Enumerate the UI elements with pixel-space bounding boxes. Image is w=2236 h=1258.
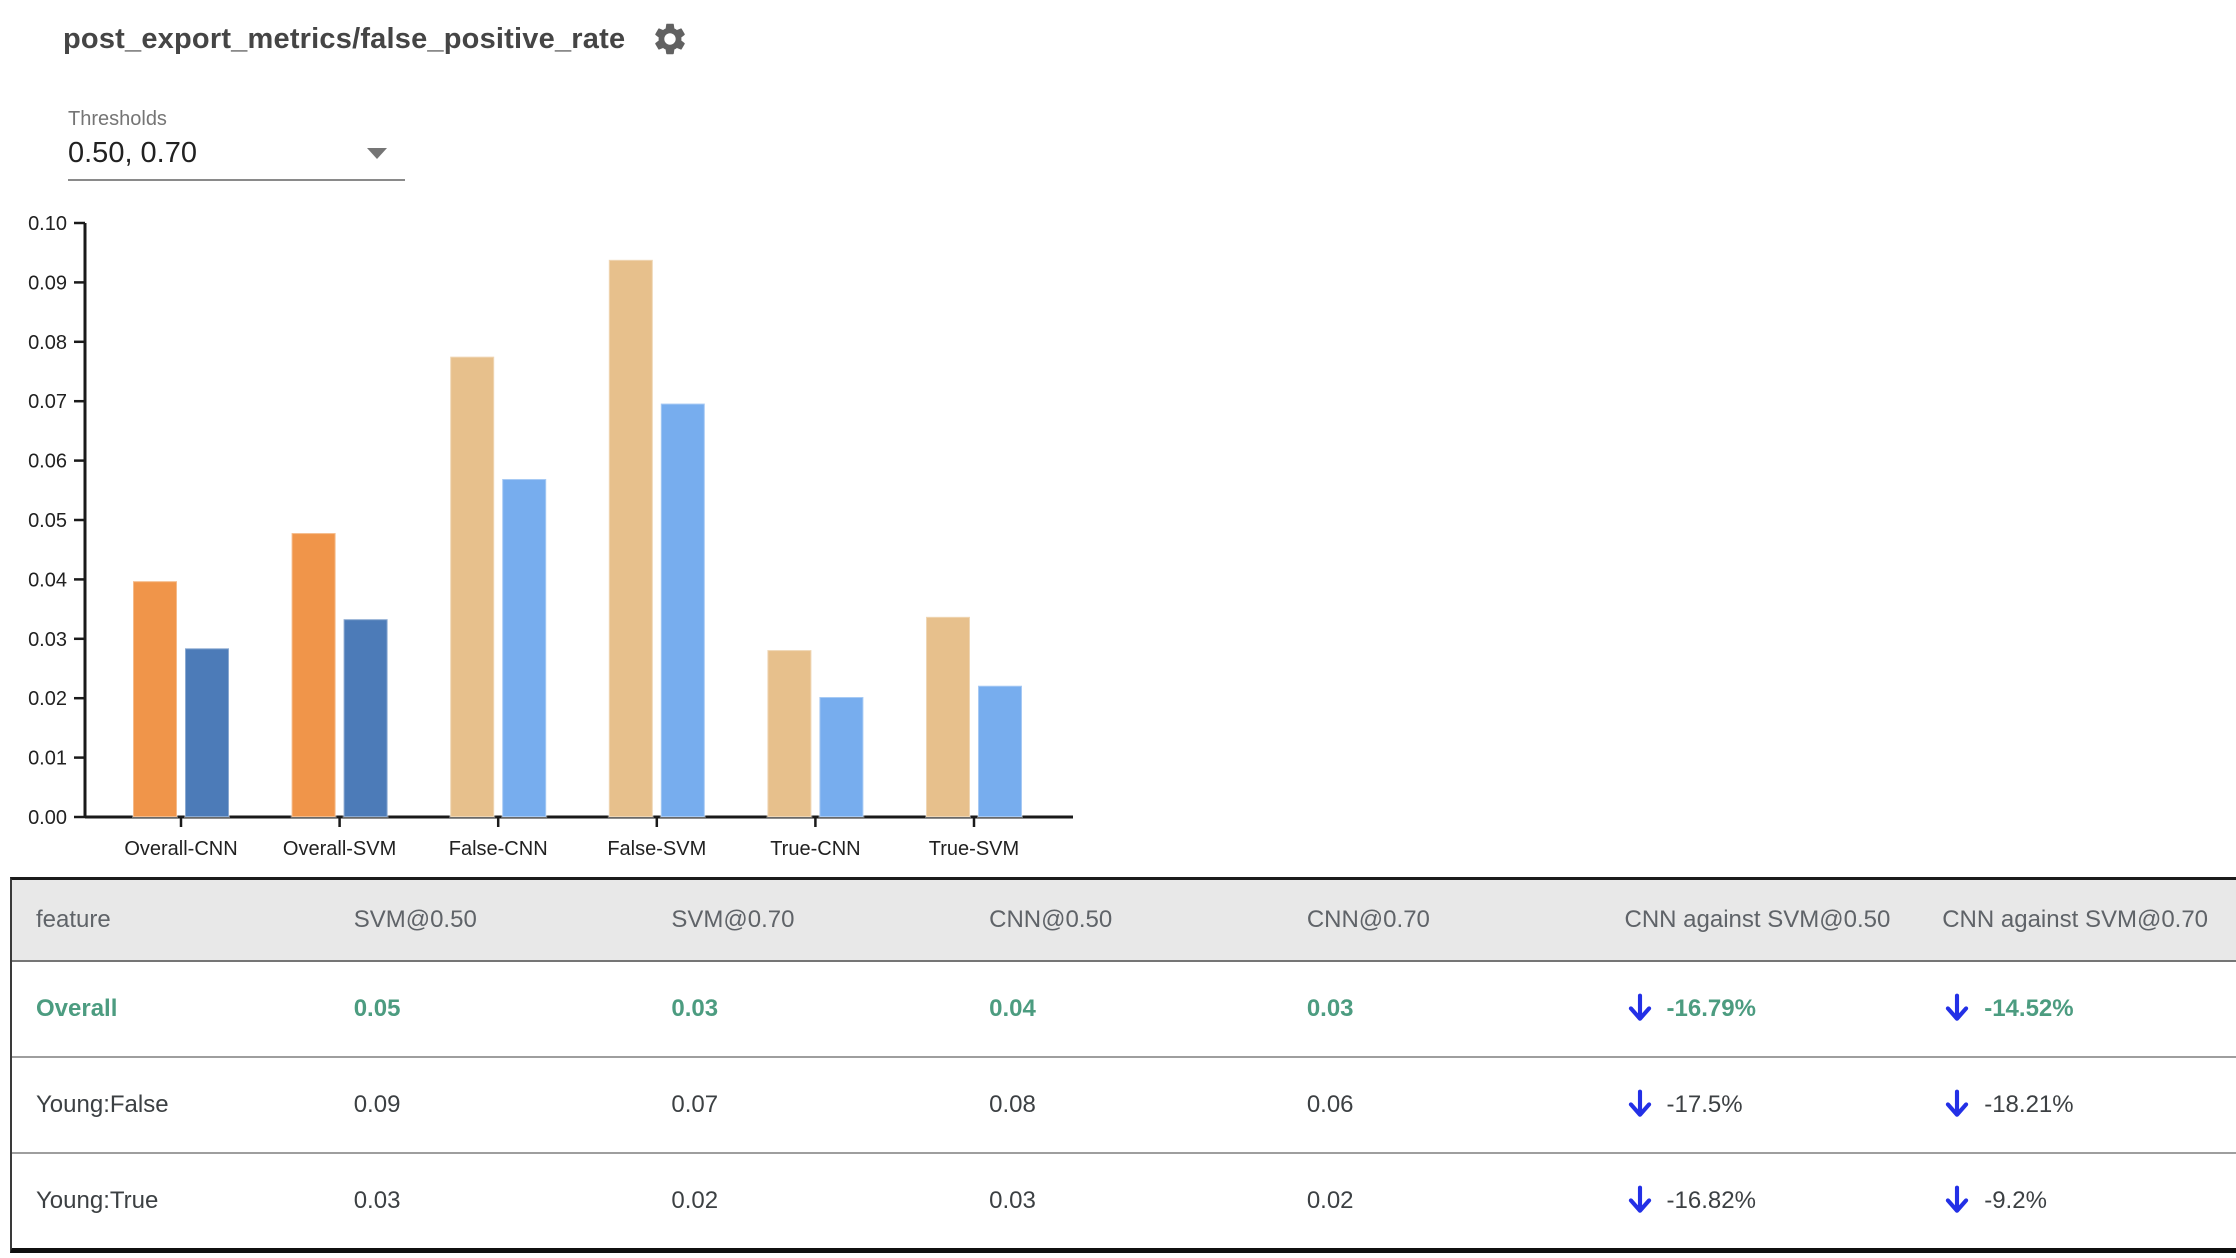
y-axis-tick-label: 0.03 (28, 629, 67, 651)
table-row-overall[interactable]: Overall 0.05 0.03 0.04 0.03 -16.79% -14.… (12, 962, 2236, 1058)
delta-cell: -14.52% (1918, 992, 2236, 1026)
y-axis-tick-label: 0.10 (28, 213, 67, 235)
feature-cell: Overall (36, 995, 118, 1022)
table-row-young-false[interactable]: Young:False 0.09 0.07 0.08 0.06 -17.5% -… (12, 1058, 2236, 1154)
bar-overall-svm-t70[interactable] (342, 618, 389, 818)
gear-icon (651, 20, 689, 58)
delta-cell: -9.2% (1918, 1184, 2236, 1218)
bar-false-cnn-t50[interactable] (449, 355, 496, 818)
bar-overall-cnn-t50[interactable] (132, 580, 178, 818)
delta-value: -16.79% (1666, 995, 1756, 1022)
arrow-down-icon (1942, 1088, 1972, 1122)
delta-value: -16.82% (1666, 1187, 1756, 1214)
delta-cell: -16.79% (1601, 992, 1919, 1026)
x-axis-label: True-SVM (929, 838, 1019, 860)
x-axis-label: False-SVM (607, 838, 706, 860)
x-axis-label: False-CNN (449, 838, 548, 860)
y-axis-tick-label: 0.08 (28, 332, 67, 354)
settings-button[interactable] (651, 20, 689, 58)
y-axis-tick-label: 0.05 (28, 510, 67, 532)
column-header-cnn-050: CNN@0.50 (989, 906, 1113, 933)
bar-true-cnn-t50[interactable] (766, 649, 813, 818)
y-axis-tick-label: 0.06 (28, 451, 67, 473)
column-header-cnn-against-svm-050: CNN against SVM@0.50 (1624, 906, 1891, 933)
thresholds-value: 0.50, 0.70 (68, 137, 197, 169)
bar-true-svm-t70[interactable] (977, 684, 1023, 819)
delta-value: -18.21% (1984, 1091, 2074, 1118)
column-header-svm-050: SVM@0.50 (353, 906, 477, 933)
x-axis-label: Overall-SVM (283, 838, 396, 860)
metrics-table: feature SVM@0.50 SVM@0.70 CNN@0.50 CNN@0… (10, 877, 2236, 1253)
chevron-down-icon (367, 148, 387, 159)
delta-cell: -16.82% (1601, 1184, 1919, 1218)
column-header-cnn-against-svm-070: CNN against SVM@0.70 (1942, 906, 2209, 933)
value-cell: 0.07 (671, 1091, 719, 1118)
bar-false-cnn-t70[interactable] (501, 478, 548, 818)
value-cell: 0.03 (989, 1187, 1036, 1214)
value-cell: 0.09 (353, 1091, 401, 1118)
delta-value: -9.2% (1984, 1187, 2047, 1214)
thresholds-dropdown[interactable]: 0.50, 0.70 (68, 132, 405, 181)
value-cell: 0.03 (353, 1187, 401, 1214)
value-cell: 0.05 (353, 995, 401, 1022)
y-axis-tick-label: 0.04 (28, 569, 67, 591)
bar-true-cnn-t70[interactable] (818, 696, 865, 819)
y-axis-tick-label: 0.07 (28, 391, 67, 413)
value-cell: 0.04 (989, 995, 1036, 1022)
bar-true-svm-t50[interactable] (925, 615, 971, 818)
value-cell: 0.03 (1306, 995, 1354, 1022)
bar-overall-cnn-t70[interactable] (184, 647, 230, 818)
arrow-down-icon (1625, 1088, 1655, 1122)
y-axis-tick-label: 0.02 (28, 688, 67, 710)
feature-cell: Young:True (36, 1187, 159, 1214)
feature-cell: Young:False (36, 1091, 169, 1118)
arrow-down-icon (1625, 992, 1655, 1026)
bar-false-svm-t70[interactable] (659, 402, 706, 819)
delta-value: -14.52% (1984, 995, 2074, 1022)
metric-header: post_export_metrics/false_positive_rate (63, 20, 689, 58)
table-header-row: feature SVM@0.50 SVM@0.70 CNN@0.50 CNN@0… (12, 880, 2236, 962)
y-axis-tick-label: 0.00 (28, 807, 67, 829)
arrow-down-icon (1625, 1184, 1655, 1218)
value-cell: 0.03 (671, 995, 719, 1022)
value-cell: 0.02 (1306, 1187, 1354, 1214)
y-axis-tick-label: 0.01 (28, 748, 67, 770)
bar-overall-svm-t50[interactable] (290, 532, 337, 818)
delta-value: -17.5% (1666, 1091, 1743, 1118)
arrow-down-icon (1942, 1184, 1972, 1218)
false-positive-rate-bar-chart: 0.00 0.01 0.02 0.03 0.04 0.05 0.06 0.07 0.08 0.09… (28, 213, 1073, 860)
page-title: post_export_metrics/false_positive_rate (63, 22, 626, 55)
thresholds-label: Thresholds (68, 108, 167, 130)
value-cell: 0.08 (989, 1091, 1036, 1118)
value-cell: 0.02 (671, 1187, 719, 1214)
arrow-down-icon (1942, 992, 1972, 1026)
x-axis-label: True-CNN (770, 838, 860, 860)
delta-cell: -18.21% (1918, 1088, 2236, 1122)
column-header-svm-070: SVM@0.70 (671, 906, 795, 933)
delta-cell: -17.5% (1601, 1088, 1919, 1122)
y-axis-tick-label: 0.09 (28, 272, 67, 294)
x-axis-label: Overall-CNN (124, 838, 237, 860)
column-header-cnn-070: CNN@0.70 (1306, 906, 1430, 933)
value-cell: 0.06 (1306, 1091, 1354, 1118)
table-row-young-true[interactable]: Young:True 0.03 0.02 0.03 0.02 -16.82% -… (12, 1154, 2236, 1248)
thresholds-control: Thresholds 0.50, 0.70 (68, 106, 405, 181)
column-header-feature: feature (36, 906, 111, 933)
bar-false-svm-t50[interactable] (607, 258, 654, 818)
